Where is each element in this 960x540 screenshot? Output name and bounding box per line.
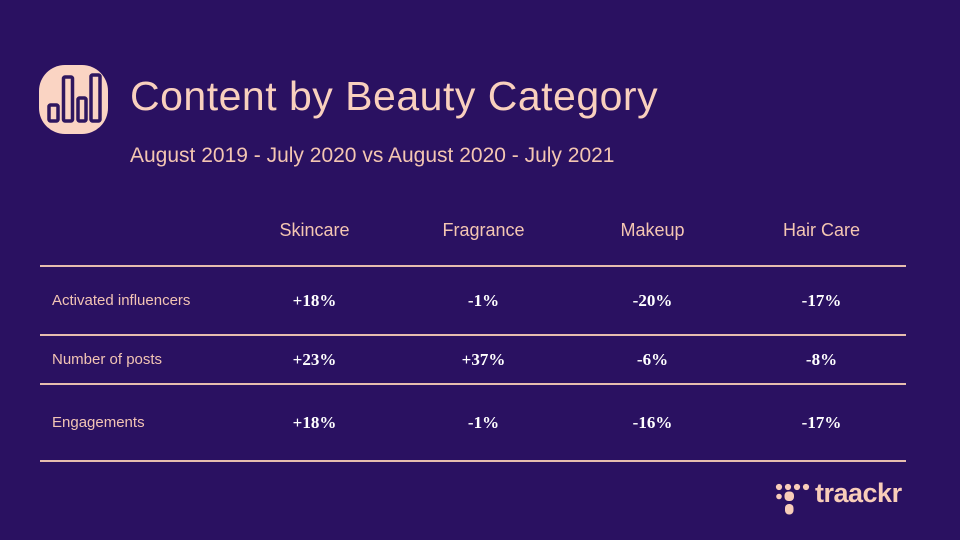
value-cell: -8% [805,349,838,369]
value-cell: -16% [632,412,673,432]
value-cell: -20% [632,290,673,310]
table-row: Number of posts +23% +37% -6% -8% [40,335,906,384]
value-cell: +37% [461,349,506,369]
value-cell: +18% [292,290,337,310]
bar-chart-icon [39,65,108,134]
table-body: Activated influencers +18% -1% -20% -17% Numb… [40,266,906,461]
traackr-logo: traackr [774,478,902,518]
value-cell: +23% [292,349,337,369]
page-title: Content by Beauty Category [130,73,659,119]
column-header: Makeup [620,219,685,240]
table-header-row: Skincare Fragrance Makeup Hair Care [40,200,906,266]
table-row: Engagements +18% -1% -16% -17% [40,384,906,461]
value-cell: -6% [636,349,669,369]
row-label: Activated influencers [52,292,191,309]
value-cell: +18% [292,412,337,432]
row-label: Number of posts [52,351,163,368]
corner-cell [40,200,230,266]
traackr-wordmark: traackr [815,478,902,508]
column-header: Hair Care [782,219,861,240]
value-cell: -17% [801,290,842,310]
page-subtitle: August 2019 - July 2020 vs August 2020 -… [130,144,615,167]
column-header: Skincare [279,219,350,240]
value-cell: -1% [467,412,500,432]
metrics-table: Skincare Fragrance Makeup Hair Care Activat… [40,200,906,462]
column-header: Fragrance [442,219,525,240]
value-cell: -17% [801,412,842,432]
bar-chart-icon-glyph [47,73,102,123]
traackr-dotted-t-icon [775,483,810,515]
value-cell: -1% [467,290,500,310]
table-row: Activated influencers +18% -1% -20% -17% [40,266,906,335]
row-label: Engagements [52,414,145,431]
